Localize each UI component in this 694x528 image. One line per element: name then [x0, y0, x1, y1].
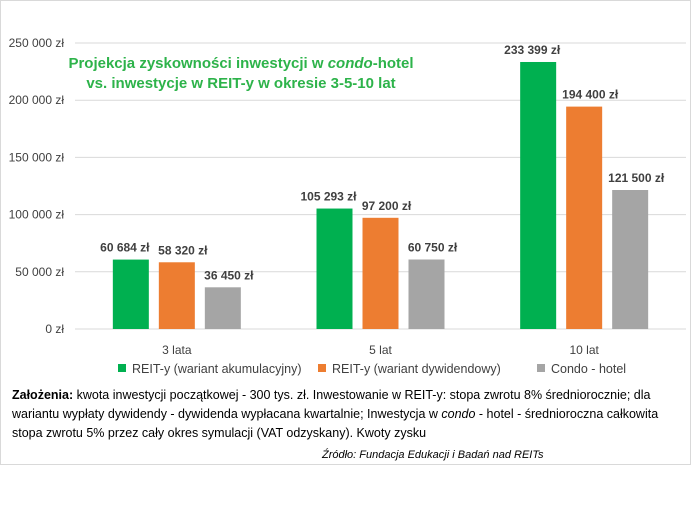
legend-label-condo: Condo - hotel — [551, 362, 627, 376]
legend-label-reit-div: REIT-y (wariant dywidendowy) — [332, 362, 501, 376]
legend-swatch-condo — [537, 364, 545, 372]
data-label: 105 293 zł — [300, 190, 357, 204]
notes-em: condo — [441, 407, 476, 421]
notes-text-b: - hotel - średnioroczna całkowita stopa … — [12, 407, 659, 440]
data-label: 233 399 zł — [504, 43, 561, 57]
legend-swatch-reit-acc — [118, 364, 126, 372]
bars — [112, 61, 649, 329]
title-part-em: condo — [327, 55, 373, 72]
source-note: Źródło: Fundacja Edukacji i Badań nad RE… — [322, 449, 544, 461]
chart-title-line2: vs. inwestycje w REIT-y w okresie 3-5-10… — [86, 75, 396, 92]
x-tick-label: 3 lata — [162, 343, 192, 357]
data-label: 58 320 zł — [158, 243, 208, 257]
x-axis-ticks: 3 lata 5 lat 10 lat — [162, 343, 599, 357]
notes-text-a: kwota inwestycji początkowej - 300 tys. … — [12, 388, 651, 421]
title-part-a: Projekcja zyskowności inwestycji w — [68, 55, 328, 72]
data-label: 60 684 zł — [100, 241, 150, 255]
x-tick-label: 10 lat — [569, 343, 599, 357]
bar-chart: 0 zł 50 000 zł 100 000 zł 150 000 zł 200 000… — [9, 36, 686, 357]
legend-item-reit-acc: REIT-y (wariant akumulacyjny) — [118, 362, 302, 376]
bar — [566, 106, 603, 329]
y-tick-label: 150 000 zł — [9, 150, 65, 164]
bar — [408, 259, 445, 329]
bar — [112, 259, 149, 329]
title-part-b: -hotel — [372, 55, 414, 72]
y-tick-label: 250 000 zł — [9, 36, 65, 50]
bar — [158, 262, 195, 329]
data-label: 36 450 zł — [204, 268, 254, 282]
legend-item-reit-div: REIT-y (wariant dywidendowy) — [318, 362, 501, 376]
y-tick-label: 100 000 zł — [9, 208, 65, 222]
y-tick-label: 200 000 zł — [9, 93, 65, 107]
assumptions-note: Założenia: kwota inwestycji początkowej … — [12, 386, 684, 443]
y-tick-label: 0 zł — [45, 322, 64, 336]
data-label: 60 750 zł — [408, 241, 458, 255]
bar — [316, 208, 353, 329]
data-label: 194 400 zł — [562, 88, 619, 102]
bar — [520, 61, 557, 329]
data-label: 121 500 zł — [608, 171, 665, 185]
bar — [612, 190, 649, 329]
x-tick-label: 5 lat — [369, 343, 392, 357]
bar — [204, 287, 241, 329]
data-labels: 60 684 zł 58 320 zł 36 450 zł 105 293 zł 97 … — [100, 43, 665, 282]
data-label: 97 200 zł — [362, 199, 412, 213]
legend-label-reit-acc: REIT-y (wariant akumulacyjny) — [132, 362, 302, 376]
y-tick-label: 50 000 zł — [15, 265, 64, 279]
legend-swatch-reit-div — [318, 364, 326, 372]
chart-title-line1: Projekcja zyskowności inwestycji w condo… — [0, 55, 482, 72]
legend-item-condo: Condo - hotel — [537, 362, 626, 376]
notes-bold-label: Założenia: — [12, 388, 74, 402]
bar — [362, 217, 399, 329]
y-axis-ticks: 0 zł 50 000 zł 100 000 zł 150 000 zł 200 000… — [9, 36, 65, 336]
